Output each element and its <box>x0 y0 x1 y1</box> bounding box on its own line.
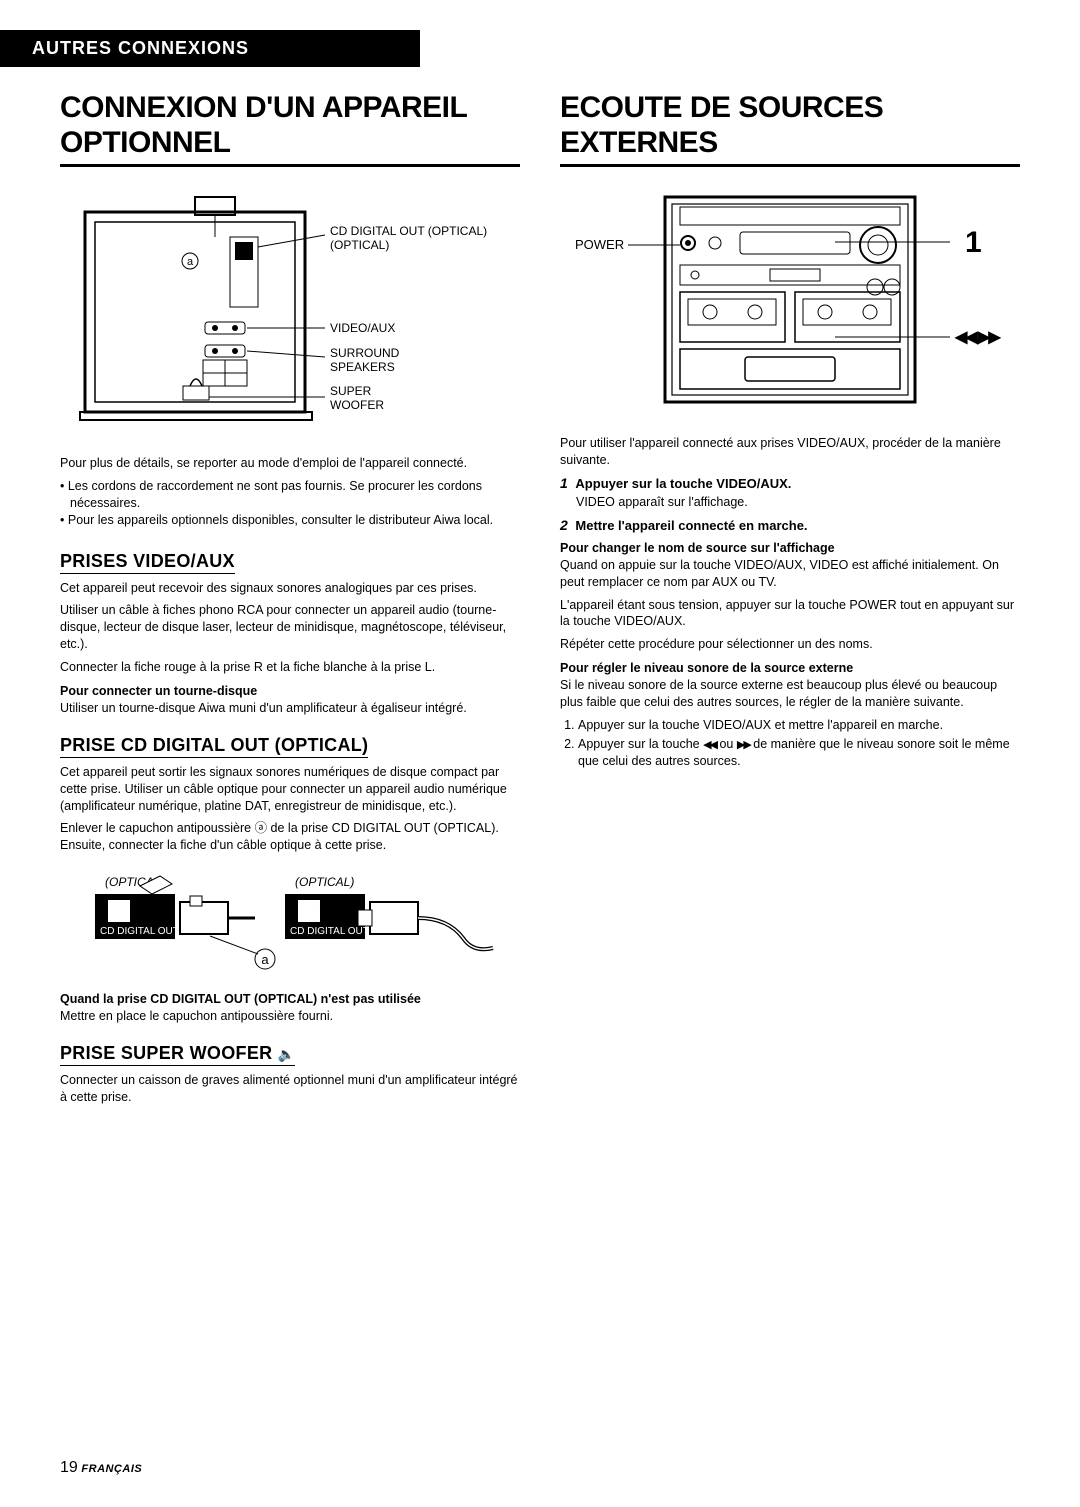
bold-text: Quand la prise CD DIGITAL OUT (OPTICAL) … <box>60 992 520 1006</box>
text: Cet appareil peut recevoir des signaux s… <box>60 580 520 597</box>
text: Pour plus de détails, se reporter au mod… <box>60 455 520 472</box>
step-1: 1 Appuyer sur la touche VIDEO/AUX. <box>560 475 1020 491</box>
ordered-list: Appuyer sur la touche VIDEO/AUX et mettr… <box>560 717 1020 770</box>
step-2: 2 Mettre l'appareil connecté en marche. <box>560 517 1020 533</box>
svg-text:◀◀,▶▶: ◀◀,▶▶ <box>954 329 1001 346</box>
text: Cet appareil peut sortir les signaux son… <box>60 764 520 815</box>
step-1-sub: VIDEO apparaît sur l'affichage. <box>576 495 1020 509</box>
language-label: FRANÇAIS <box>81 1463 142 1475</box>
page-footer: 19 FRANÇAIS <box>60 1459 142 1477</box>
heading-video-aux: PRISES VIDEO/AUX <box>60 551 235 574</box>
svg-text:a: a <box>187 256 194 268</box>
svg-text:1: 1 <box>965 226 982 259</box>
bullet-list: Les cordons de raccordement ne sont pas … <box>60 478 520 529</box>
heading-cd-optical: PRISE CD DIGITAL OUT (OPTICAL) <box>60 735 368 758</box>
heading-super-woofer: PRISE SUPER WOOFER <box>60 1043 295 1066</box>
page-number: 19 <box>60 1459 78 1476</box>
bold-text: Pour régler le niveau sonore de la sourc… <box>560 661 1020 675</box>
section-tab: AUTRES CONNEXIONS <box>0 30 420 67</box>
svg-text:(OPTICAL): (OPTICAL) <box>330 238 389 252</box>
bold-text: Pour connecter un tourne-disque <box>60 684 520 698</box>
text: Connecter la fiche rouge à la prise R et… <box>60 659 520 676</box>
bullet: Pour les appareils optionnels disponible… <box>70 512 520 529</box>
svg-text:POWER: POWER <box>575 237 624 252</box>
svg-text:WOOFER: WOOFER <box>330 398 384 412</box>
text: Répéter cette procédure pour sélectionne… <box>560 636 1020 653</box>
speaker-icon <box>278 1043 296 1063</box>
rewind-icon <box>703 737 716 751</box>
bullet: Les cordons de raccordement ne sont pas … <box>70 478 520 512</box>
svg-text:CD DIGITAL OUT: CD DIGITAL OUT <box>290 926 369 937</box>
text: Si le niveau sonore de la source externe… <box>560 677 1020 711</box>
bold-text: Pour changer le nom de source sur l'affi… <box>560 541 1020 555</box>
left-column: CONNEXION D'UN APPAREIL OPTIONNEL a <box>60 91 520 1112</box>
fastforward-icon <box>737 737 750 751</box>
text: Mettre en place le capuchon antipoussièr… <box>60 1008 520 1025</box>
back-panel-diagram: a CD DIGITAL <box>60 187 520 437</box>
svg-text:CD DIGITAL OUT: CD DIGITAL OUT <box>100 926 179 937</box>
svg-text:SURROUND: SURROUND <box>330 346 400 360</box>
text: Quand on appuie sur la touche VIDEO/AUX,… <box>560 557 1020 591</box>
svg-text:CD DIGITAL OUT (OPTICAL): CD DIGITAL OUT (OPTICAL) <box>330 224 487 238</box>
svg-text:(OPTICAL): (OPTICAL) <box>295 875 354 889</box>
text: L'appareil étant sous tension, appuyer s… <box>560 597 1020 631</box>
right-title: ECOUTE DE SOURCES EXTERNES <box>560 91 1020 167</box>
list-item: Appuyer sur la touche VIDEO/AUX et mettr… <box>578 717 1020 734</box>
text: Enlever le capuchon antipoussière ⓐ de l… <box>60 820 520 854</box>
text: Utiliser un câble à fiches phono RCA pou… <box>60 602 520 653</box>
optical-diagram: (OPTICAL) CD DIGITAL OUT (OPTICAL) CD DI… <box>60 864 520 974</box>
list-item: Appuyer sur la touche ou de manière que … <box>578 736 1020 770</box>
svg-text:SUPER: SUPER <box>330 384 372 398</box>
text: Connecter un caisson de graves alimenté … <box>60 1072 520 1106</box>
left-title: CONNEXION D'UN APPAREIL OPTIONNEL <box>60 91 520 167</box>
svg-text:SPEAKERS: SPEAKERS <box>330 360 395 374</box>
svg-text:VIDEO/AUX: VIDEO/AUX <box>330 321 395 335</box>
svg-text:a: a <box>261 952 269 967</box>
right-column: ECOUTE DE SOURCES EXTERNES POWER <box>560 91 1020 1112</box>
text: Utiliser un tourne-disque Aiwa muni d'un… <box>60 700 520 717</box>
text: Pour utiliser l'appareil connecté aux pr… <box>560 435 1020 469</box>
stereo-front-diagram: POWER <box>560 187 1020 417</box>
